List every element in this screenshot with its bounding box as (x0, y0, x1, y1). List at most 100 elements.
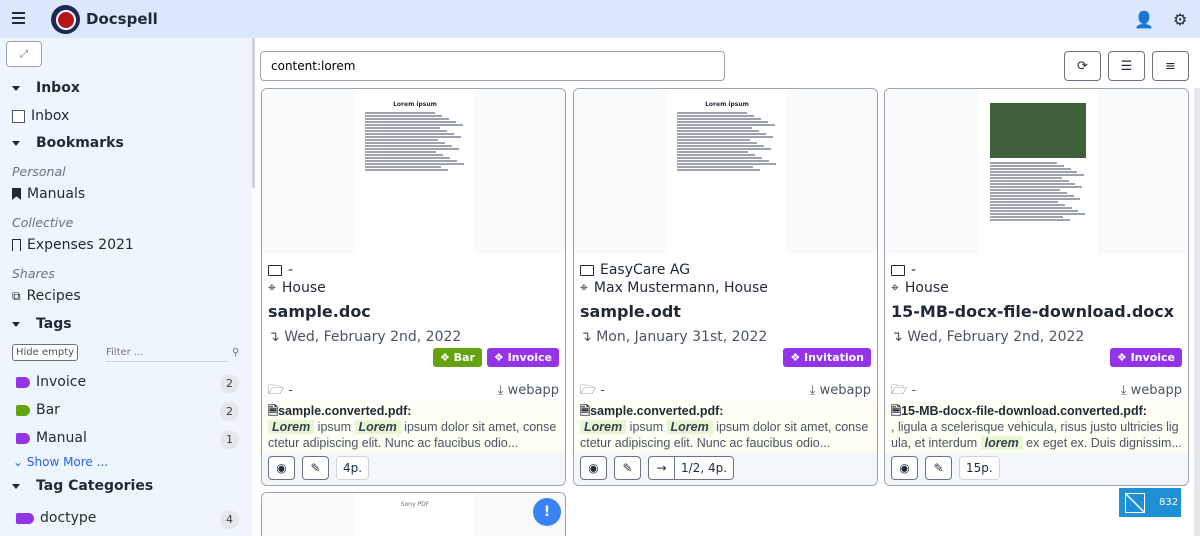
bookmark-manuals[interactable]: Manuals (12, 186, 85, 202)
date-label: Wed, February 2nd, 2022 (284, 329, 462, 345)
section-title: Tag Categories (36, 478, 154, 494)
edit-icon: ✎ (310, 461, 321, 475)
sidebar-scrollbar[interactable] (252, 38, 255, 188)
search-input[interactable] (260, 51, 725, 81)
next-page-button[interactable]: → (648, 456, 675, 480)
preview-button[interactable]: ◉ (580, 456, 607, 480)
tag-icon (16, 432, 30, 444)
preview-image[interactable]: Lorem ipsum (262, 89, 565, 254)
item-card[interactable]: Lorem ipsum EasyCare AG ⌖ Max Mustermann,… (573, 88, 878, 486)
search-highlight: 🗎15-MB-docx-file-download.converted.pdf:… (885, 401, 1188, 453)
snippet-text: ipsum (314, 420, 355, 434)
preview-image[interactable] (885, 89, 1188, 254)
share-recipes[interactable]: ⧉ Recipes (12, 288, 81, 304)
source: ⤓ webapp (498, 383, 559, 399)
tag-label: Invoice (1130, 351, 1175, 364)
tags-section-header[interactable]: Tags (12, 316, 72, 332)
file-icon: 🗎 (268, 404, 279, 418)
concerning: ⌖ House (268, 280, 326, 296)
preview-title: Sony PDF (400, 501, 430, 508)
personal-label: Personal (12, 164, 66, 179)
category-doctype[interactable]: doctype (16, 510, 96, 526)
snippet-text: ipsum (626, 420, 667, 434)
file-name: sample.converted.pdf: (278, 404, 412, 418)
preview-image[interactable]: Lorem ipsum (574, 89, 877, 254)
item-title[interactable]: sample.doc (268, 302, 371, 321)
preview-button[interactable]: ◉ (891, 456, 918, 480)
correspondent-label: - (911, 262, 917, 278)
tag-filter-input[interactable] (106, 344, 228, 362)
item-title[interactable]: 15-MB-docx-file-download.docx (891, 302, 1175, 321)
select-mode-button[interactable]: ☰ (1108, 51, 1145, 81)
address-card-icon (580, 264, 594, 276)
brand-name: Docspell (86, 10, 158, 28)
expand-button[interactable]: ⤢ (6, 41, 42, 67)
page-count[interactable]: 1/2, 4p. (675, 456, 735, 480)
preview-button[interactable]: ◉ (268, 456, 295, 480)
item-date: ↴ Wed, February 2nd, 2022 (891, 329, 1084, 345)
caret-down-icon (12, 140, 20, 146)
folder-label: - (600, 383, 605, 398)
section-title: Tags (36, 316, 72, 332)
tag-list: ❖ Invitation (783, 348, 871, 367)
section-title: Bookmarks (36, 135, 124, 151)
user-icon[interactable]: 👤 (1134, 10, 1154, 29)
item-card[interactable]: - ⌖ House 15-MB-docx-file-download.docx ↴… (884, 88, 1189, 486)
tag-icon (16, 404, 30, 416)
menu-icon[interactable] (12, 12, 25, 27)
highlight: lorem (980, 436, 1023, 450)
badge-count: 832 (1159, 497, 1179, 508)
correspondent-label: - (288, 262, 294, 278)
tag-item[interactable]: Invoice (16, 374, 86, 390)
folder-label: - (288, 383, 293, 398)
edit-icon: ✎ (622, 461, 633, 475)
item-card[interactable]: Lorem ipsum - ⌖ House sample.doc ↴ Wed, F… (261, 88, 566, 486)
edit-button[interactable]: ✎ (614, 456, 641, 480)
settings-icon[interactable]: ⚙ (1173, 10, 1188, 29)
tag-item[interactable]: Bar (16, 402, 60, 418)
inbox-section-header[interactable]: Inbox (12, 80, 80, 96)
folder-icon: 🗁 (580, 383, 597, 398)
show-more-link[interactable]: ⌄ Show More ... (13, 455, 109, 469)
eye-icon: ◉ (899, 461, 910, 475)
edit-button[interactable]: ✎ (925, 456, 952, 480)
bookmarks-section-header[interactable]: Bookmarks (12, 135, 124, 151)
checkbox-icon[interactable] (12, 109, 25, 123)
share-icon: ⧉ (12, 288, 21, 303)
tag-badge[interactable]: ❖ Bar (432, 348, 482, 367)
crosshairs-icon: ⌖ (580, 280, 588, 296)
item-title[interactable]: sample.odt (580, 302, 681, 321)
bookmark-label: Manuals (27, 186, 86, 202)
tag-badge[interactable]: ❖ Invoice (1109, 348, 1182, 367)
sidebar: ⤢ Inbox Inbox Bookmarks Personal Manuals… (0, 38, 252, 536)
folder: 🗁 - (268, 383, 293, 399)
docspell-logo[interactable] (51, 5, 80, 34)
tag-item[interactable]: Manual (16, 430, 87, 446)
caret-down-icon (12, 321, 20, 327)
folder: 🗁 - (580, 383, 605, 399)
refresh-icon: ⟳ (1077, 58, 1088, 74)
file-icon: 🗎 (580, 404, 591, 418)
tag-categories-section-header[interactable]: Tag Categories (12, 478, 153, 494)
menu-button[interactable]: ≡ (1152, 51, 1189, 81)
concerning-label: House (281, 280, 326, 296)
concerning: ⌖ House (891, 280, 949, 296)
correspondent: EasyCare AG (580, 262, 690, 278)
main-scrollbar[interactable] (1194, 88, 1200, 536)
inbox-checkbox-item[interactable]: Inbox (12, 108, 69, 124)
item-card[interactable]: Sony PDF ! (261, 492, 566, 536)
edit-icon: ✎ (933, 461, 944, 475)
eye-icon: ◉ (588, 461, 599, 475)
bookmark-expenses[interactable]: Expenses 2021 (12, 237, 134, 253)
tag-count: 1 (220, 430, 239, 449)
tag-badge[interactable]: ❖ Invoice (486, 348, 559, 367)
file-name: 15-MB-docx-file-download.converted.pdf: (901, 404, 1147, 418)
hide-empty-button[interactable]: Hide empty (12, 344, 79, 361)
edit-button[interactable]: ✎ (302, 456, 329, 480)
tag-badge[interactable]: ❖ Invitation (783, 348, 871, 367)
refresh-button[interactable]: ⟳ (1064, 51, 1101, 81)
highlight: Lorem (580, 420, 627, 434)
item-date: ↴ Wed, February 2nd, 2022 (268, 329, 461, 345)
crosshairs-icon: ⌖ (268, 280, 276, 296)
date-label: Wed, February 2nd, 2022 (907, 329, 1085, 345)
